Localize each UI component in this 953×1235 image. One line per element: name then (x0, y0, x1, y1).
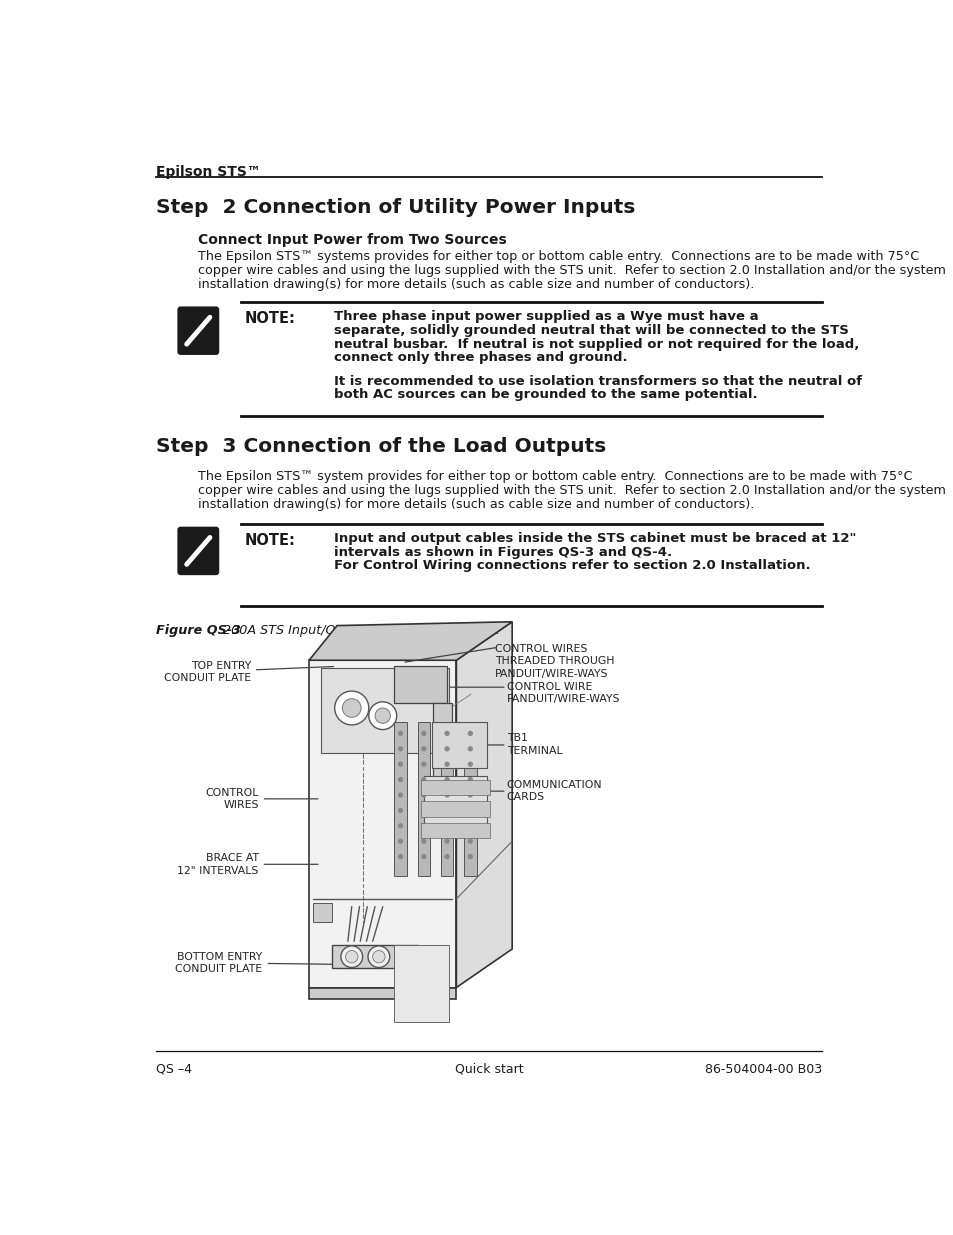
Polygon shape (421, 779, 489, 795)
Circle shape (468, 762, 472, 766)
Polygon shape (464, 721, 476, 876)
Text: BOTTOM ENTRY
CONDUIT PLATE: BOTTOM ENTRY CONDUIT PLATE (175, 952, 341, 974)
FancyBboxPatch shape (177, 526, 219, 576)
Circle shape (468, 793, 472, 797)
Circle shape (468, 778, 472, 782)
Text: Input and output cables inside the STS cabinet must be braced at 12": Input and output cables inside the STS c… (334, 531, 856, 545)
Text: Quick start: Quick start (455, 1063, 522, 1076)
Polygon shape (320, 668, 448, 752)
Polygon shape (423, 776, 487, 837)
Text: Epilson STS™: Epilson STS™ (155, 165, 260, 179)
Circle shape (398, 824, 402, 827)
Text: NOTE:: NOTE: (245, 534, 295, 548)
Circle shape (445, 809, 449, 813)
Text: CONTROL WIRES
THREADED THROUGH
PANDUIT/WIRE-WAYS: CONTROL WIRES THREADED THROUGH PANDUIT/W… (495, 645, 614, 679)
FancyBboxPatch shape (177, 306, 219, 354)
Circle shape (398, 778, 402, 782)
Circle shape (445, 747, 449, 751)
Text: 200A STS Input/Output Power Connections.: 200A STS Input/Output Power Connections. (212, 624, 499, 637)
Text: Figure QS-3: Figure QS-3 (155, 624, 240, 637)
Text: separate, solidly grounded neutral that will be connected to the STS: separate, solidly grounded neutral that … (334, 324, 848, 337)
Circle shape (340, 946, 362, 967)
Circle shape (468, 747, 472, 751)
Circle shape (468, 809, 472, 813)
Circle shape (421, 747, 425, 751)
Circle shape (468, 855, 472, 858)
Circle shape (342, 699, 361, 718)
Text: installation drawing(s) for more details (such as cable size and number of condu: installation drawing(s) for more details… (198, 498, 754, 511)
Polygon shape (417, 721, 430, 876)
Circle shape (369, 701, 396, 730)
Circle shape (373, 951, 385, 963)
Circle shape (445, 793, 449, 797)
Polygon shape (309, 988, 456, 999)
Circle shape (421, 793, 425, 797)
Polygon shape (394, 667, 447, 703)
Text: Step  2 Connection of Utility Power Inputs: Step 2 Connection of Utility Power Input… (155, 199, 635, 217)
Circle shape (398, 731, 402, 735)
Circle shape (398, 855, 402, 858)
Text: installation drawing(s) for more details (such as cable size and number of condu: installation drawing(s) for more details… (198, 278, 754, 290)
Circle shape (335, 692, 369, 725)
Polygon shape (431, 721, 487, 768)
Text: intervals as shown in Figures QS-3 and QS-4.: intervals as shown in Figures QS-3 and Q… (334, 546, 671, 558)
Circle shape (421, 855, 425, 858)
Circle shape (421, 778, 425, 782)
Circle shape (375, 708, 390, 724)
Text: neutral busbar.  If neutral is not supplied or not required for the load,: neutral busbar. If neutral is not suppli… (334, 337, 859, 351)
Text: NOTE:: NOTE: (245, 311, 295, 326)
Circle shape (468, 824, 472, 827)
Text: For Control Wiring connections refer to section 2.0 Installation.: For Control Wiring connections refer to … (334, 559, 810, 572)
Polygon shape (394, 945, 448, 1023)
Circle shape (398, 793, 402, 797)
Circle shape (445, 731, 449, 735)
Text: both AC sources can be grounded to the same potential.: both AC sources can be grounded to the s… (334, 389, 757, 401)
Text: TB1
TERMINAL: TB1 TERMINAL (506, 734, 561, 756)
Text: TOP ENTRY
CONDUIT PLATE: TOP ENTRY CONDUIT PLATE (164, 661, 334, 683)
Circle shape (421, 824, 425, 827)
Text: Three phase input power supplied as a Wye must have a: Three phase input power supplied as a Wy… (334, 310, 758, 322)
Text: Connect Input Power from Two Sources: Connect Input Power from Two Sources (198, 233, 506, 247)
Text: Step  3 Connection of the Load Outputs: Step 3 Connection of the Load Outputs (155, 437, 605, 456)
Polygon shape (433, 703, 452, 814)
Polygon shape (309, 621, 512, 661)
Text: 86-504004-00 B03: 86-504004-00 B03 (704, 1063, 821, 1076)
Polygon shape (456, 621, 512, 988)
Polygon shape (440, 721, 453, 876)
Text: CONTROL
WIRES: CONTROL WIRES (205, 788, 317, 810)
Circle shape (445, 840, 449, 844)
Text: The Epsilon STS™ systems provides for either top or bottom cable entry.  Connect: The Epsilon STS™ systems provides for ei… (198, 249, 919, 263)
Text: COMMUNICATION
CARDS: COMMUNICATION CARDS (506, 779, 601, 802)
Circle shape (445, 855, 449, 858)
Circle shape (445, 762, 449, 766)
Circle shape (421, 762, 425, 766)
Circle shape (398, 840, 402, 844)
Circle shape (421, 731, 425, 735)
Text: copper wire cables and using the lugs supplied with the STS unit.  Refer to sect: copper wire cables and using the lugs su… (198, 264, 945, 277)
Circle shape (421, 809, 425, 813)
Circle shape (421, 840, 425, 844)
Text: QS –4: QS –4 (155, 1063, 192, 1076)
Circle shape (445, 824, 449, 827)
Text: CONTROL WIRE
PANDUIT/WIRE-WAYS: CONTROL WIRE PANDUIT/WIRE-WAYS (506, 682, 619, 704)
Circle shape (368, 946, 390, 967)
Polygon shape (394, 721, 406, 876)
Polygon shape (421, 802, 489, 816)
Circle shape (345, 951, 357, 963)
Text: The Epsilon STS™ system provides for either top or bottom cable entry.  Connecti: The Epsilon STS™ system provides for eit… (198, 471, 912, 483)
Circle shape (468, 731, 472, 735)
Polygon shape (309, 661, 456, 988)
Text: It is recommended to use isolation transformers so that the neutral of: It is recommended to use isolation trans… (334, 374, 862, 388)
Circle shape (398, 747, 402, 751)
Text: connect only three phases and ground.: connect only three phases and ground. (334, 352, 627, 364)
Polygon shape (313, 903, 332, 923)
Polygon shape (421, 823, 489, 839)
Circle shape (398, 762, 402, 766)
Text: BRACE AT
12" INTERVALS: BRACE AT 12" INTERVALS (177, 853, 317, 876)
Circle shape (468, 840, 472, 844)
Circle shape (445, 778, 449, 782)
Text: copper wire cables and using the lugs supplied with the STS unit.  Refer to sect: copper wire cables and using the lugs su… (198, 484, 945, 496)
Circle shape (398, 809, 402, 813)
Polygon shape (332, 945, 417, 968)
